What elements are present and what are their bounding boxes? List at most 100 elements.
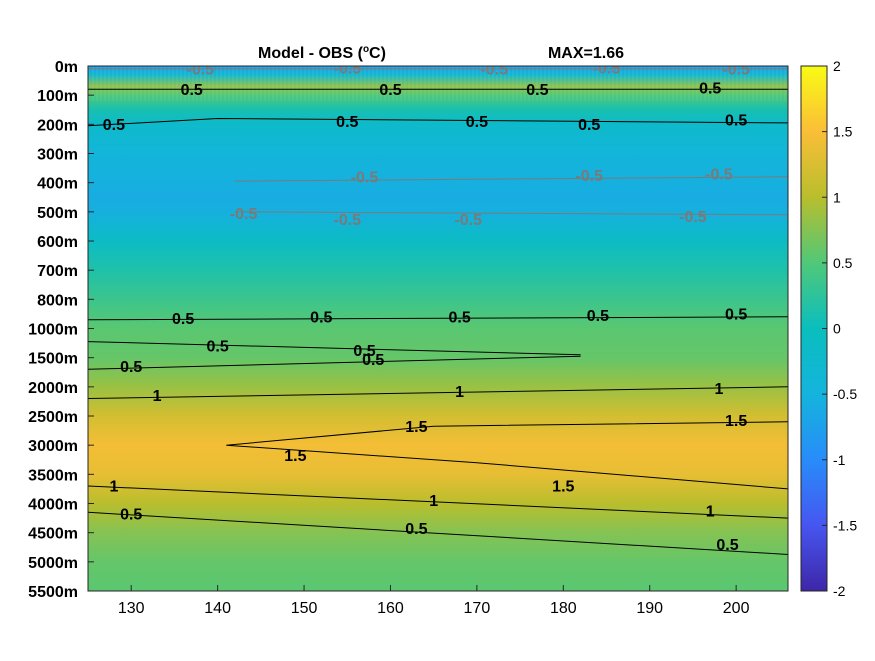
texture-stripe [200,66,202,101]
texture-stripe [688,66,690,101]
texture-stripe [576,66,578,101]
y-tick-label: 600m [37,234,78,251]
texture-stripe [192,66,194,101]
texture-stripe [584,66,586,101]
y-tick-label: 5500m [28,584,78,601]
y-tick-label: 0m [55,59,78,76]
y-tick-label: 400m [37,176,78,193]
texture-stripe [740,66,742,101]
texture-stripe [160,66,162,101]
contour-layer: 0.5 0.5 0.5 0.50.5 0.5 0.5 0.5 0.50.5 0.5 0.5 0.5 0… [88,61,788,555]
contour-label: 0.5 [699,81,721,98]
texture-stripe [660,66,662,101]
colorbar-tick-label: -2 [833,583,846,599]
texture-stripe [640,66,642,101]
contour-label: 0.5 [310,310,332,327]
texture-stripe [116,66,118,101]
texture-stripe [296,66,298,101]
texture-stripe [560,66,562,101]
contour-label: 1.5 [552,479,574,496]
contour-label: 1 [109,479,118,496]
texture-stripe [588,66,590,101]
texture-stripe [88,66,90,101]
texture-stripe [784,66,786,101]
texture-stripe [600,66,602,101]
texture-stripe [716,66,718,101]
texture-stripe [424,66,426,101]
texture-stripe [644,66,646,101]
texture-stripe [612,66,614,101]
contour-label: -0.5 [334,212,362,229]
texture-stripe [488,66,490,101]
colorbar-tick-label: 0 [833,321,841,337]
texture-stripe [100,66,102,101]
texture-stripe [168,66,170,101]
texture-stripe [672,66,674,101]
contour-label: 1 [153,388,162,405]
contour-label: -0.5 [187,62,215,79]
texture-stripe [208,66,210,101]
contour-label: 0.5 [362,352,384,369]
chart-title-unit: C) [369,45,386,62]
texture-stripe [132,66,134,101]
texture-stripe [380,66,382,101]
texture-stripe [512,66,514,101]
texture-stripe [140,66,142,101]
contour-label: 1 [455,384,464,401]
texture-stripe [772,66,774,101]
texture-stripe [384,66,386,101]
y-tick-label: 500m [37,205,78,222]
texture-stripe [148,66,150,101]
texture-stripe [300,66,302,101]
texture-stripe [92,66,94,101]
contour-label: -0.5 [334,61,362,78]
texture-stripe [340,66,342,101]
texture-stripe [368,66,370,101]
texture-stripe [692,66,694,101]
texture-stripe [316,66,318,101]
texture-stripe [164,66,166,101]
texture-stripe [432,66,434,101]
x-tick-label: 140 [204,600,231,617]
texture-stripe [668,66,670,101]
texture-stripe [620,66,622,101]
x-tick-label: 180 [550,600,577,617]
contour-label: 0.5 [405,521,427,538]
texture-stripe [388,66,390,101]
contour-label: 0.5 [587,308,609,325]
texture-stripe [420,66,422,101]
chart-title-left: Model - OBS ( [258,45,364,62]
contour-line-10 [234,176,788,182]
texture-stripe [548,66,550,101]
texture-stripe [476,66,478,101]
texture-stripe [344,66,346,101]
texture-stripe [336,66,338,101]
texture-stripe [204,66,206,101]
texture-stripe [356,66,358,101]
texture-stripe [776,66,778,101]
heatmap-field [88,66,788,591]
contour-label: 1 [706,504,715,521]
contour-label: 0.5 [120,506,142,523]
y-tick-label: 4500m [28,526,78,543]
x-tick-label: 160 [377,600,404,617]
texture-stripe [472,66,474,101]
texture-stripe [496,66,498,101]
x-tick-label: 190 [636,600,663,617]
texture-stripe [408,66,410,101]
texture-stripe [404,66,406,101]
texture-stripe [228,66,230,101]
texture-stripe [324,66,326,101]
texture-stripe [580,66,582,101]
texture-stripe [564,66,566,101]
texture-stripe [104,66,106,101]
texture-stripe [428,66,430,101]
texture-stripe [624,66,626,101]
texture-stripe [128,66,130,101]
texture-stripe [260,66,262,101]
texture-stripe [280,66,282,101]
texture-stripe [616,66,618,101]
contour-line-2 [88,316,788,321]
contour-label: 0.5 [448,310,470,327]
